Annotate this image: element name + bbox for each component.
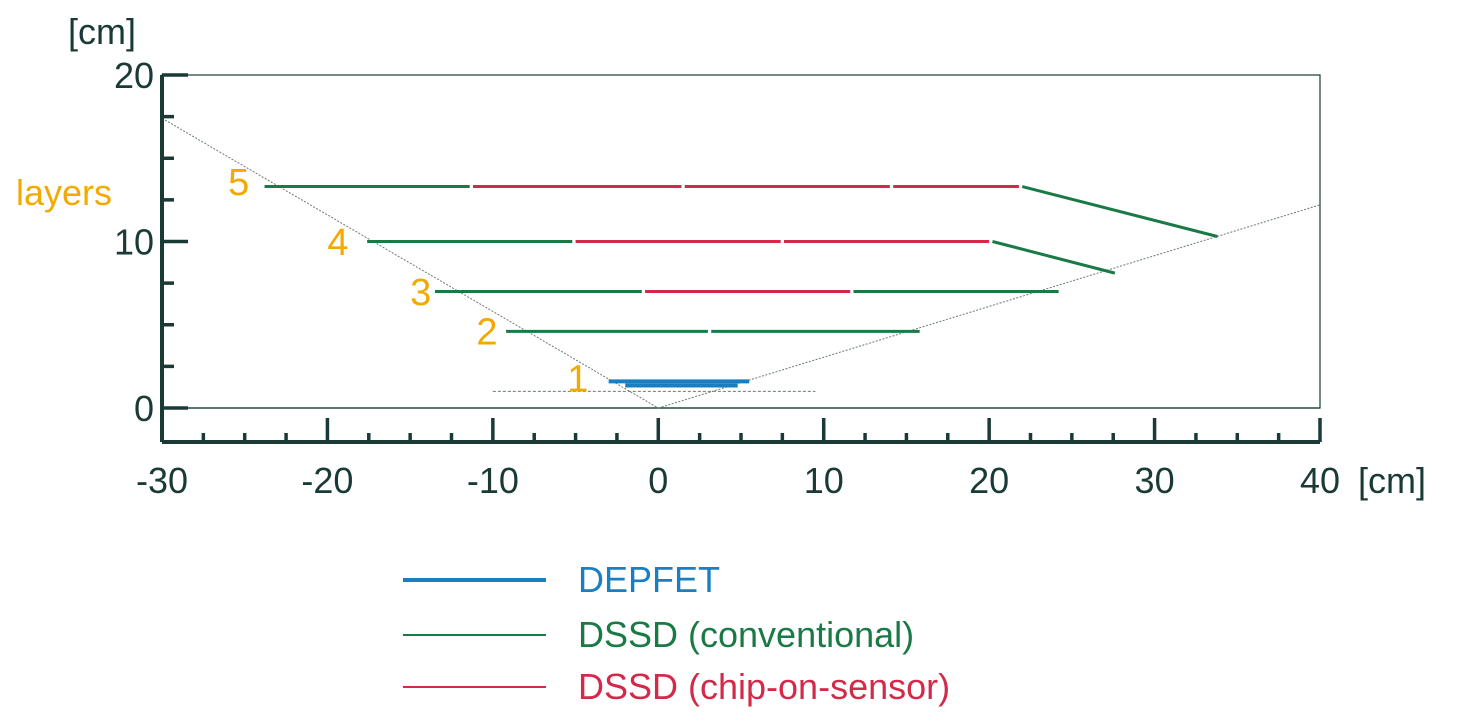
- y-tick-label: 10: [114, 222, 154, 263]
- x-tick-label: -10: [467, 460, 519, 501]
- layer-numbers: 5 4 3 2 1: [228, 162, 588, 400]
- y-tick-label: 0: [134, 388, 154, 429]
- x-tick-label: -30: [136, 460, 188, 501]
- layer-number-3: 3: [410, 272, 431, 314]
- segment-dssd-conventional-11: [992, 240, 1116, 275]
- x-tick-label: 30: [1135, 460, 1175, 501]
- segment-dssd-conventional-16: [1021, 185, 1218, 238]
- sensor-segments: [264, 185, 1218, 388]
- y-tick-label: 20: [114, 55, 154, 96]
- acceptance-lines: [161, 117, 1321, 409]
- axes: -30 -20 -10 0 10 20 30 40 0 10 20: [114, 55, 1340, 501]
- layer-number-4: 4: [327, 222, 348, 264]
- layer-number-1: 1: [567, 358, 588, 400]
- acceptance-line-2: [658, 204, 1321, 409]
- legend-label-dssd-conventional: DSSD (conventional): [578, 614, 914, 655]
- legend-label-depfet: DEPFET: [578, 559, 720, 600]
- layer-number-5: 5: [228, 162, 249, 204]
- x-tick-label: 10: [804, 460, 844, 501]
- layer-number-2: 2: [476, 312, 497, 354]
- legend-label-dssd-chip-on-sensor: DSSD (chip-on-sensor): [578, 666, 950, 707]
- x-tick-label: 0: [648, 460, 668, 501]
- x-axis-unit-label: [cm]: [1358, 460, 1426, 501]
- x-tick-label: 20: [969, 460, 1009, 501]
- x-tick-label: -20: [301, 460, 353, 501]
- x-tick-label: 40: [1300, 460, 1340, 501]
- y-axis-unit-label: [cm]: [68, 11, 136, 52]
- acceptance-line-1: [161, 117, 659, 409]
- layers-label: layers: [16, 172, 112, 213]
- legend: DEPFET DSSD (conventional) DSSD (chip-on-s…: [403, 559, 950, 707]
